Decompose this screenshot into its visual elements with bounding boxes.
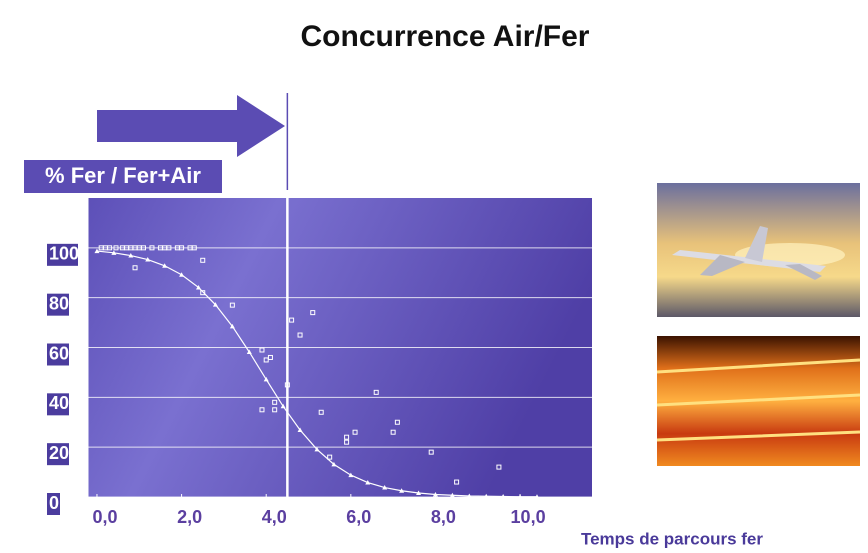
y-tick-label: 60 [49, 343, 69, 363]
x-tick-label: 4,0 [262, 507, 287, 527]
chart: Concurrence Air/Fer % Fer / Fer+Air Temp… [0, 0, 868, 553]
x-tick-label: 6,0 [346, 507, 371, 527]
x-tick-label: 10,0 [511, 507, 546, 527]
y-tick-label: 0 [49, 493, 59, 513]
x-tick-label: 8,0 [431, 507, 456, 527]
y-tick-label: 100 [49, 244, 79, 264]
y-axis-label: % Fer / Fer+Air [45, 163, 201, 188]
arrow [97, 95, 285, 157]
y-tick-label: 20 [49, 443, 69, 463]
y-tick-label: 40 [49, 393, 69, 413]
plane-photo [657, 183, 860, 317]
x-axis-label: Temps de parcours fer [581, 529, 763, 548]
chart-title: Concurrence Air/Fer [301, 20, 590, 53]
y-tick-label: 80 [49, 293, 69, 313]
train-photo [657, 336, 860, 466]
x-tick-label: 0,0 [92, 507, 117, 527]
x-tick-label: 2,0 [177, 507, 202, 527]
